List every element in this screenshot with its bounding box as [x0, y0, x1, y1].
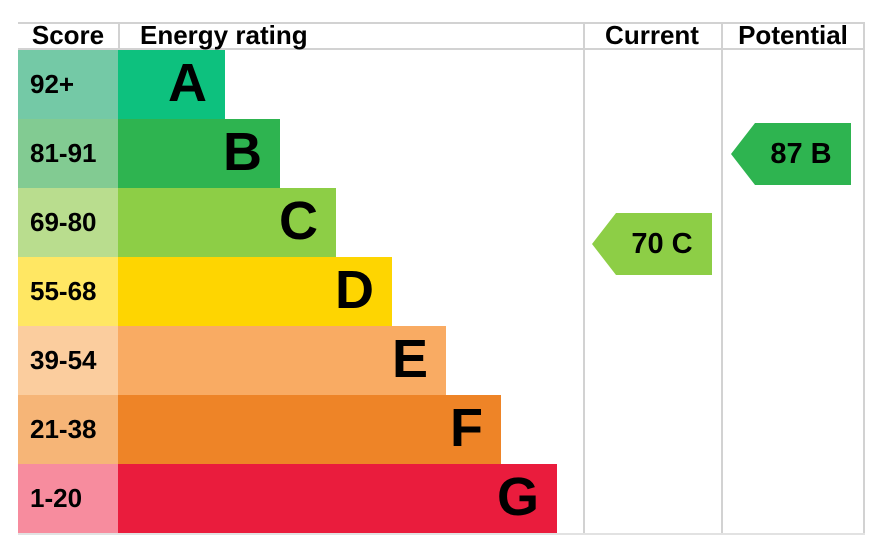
band-row-d: 55-68 D	[18, 257, 865, 326]
band-row-e: 39-54 E	[18, 326, 865, 395]
column-divider-current	[583, 22, 585, 533]
band-bar-d: D	[118, 257, 392, 326]
band-bar-g: G	[118, 464, 557, 533]
current-rating-arrow: 70 C	[592, 213, 712, 275]
band-bar-e: E	[118, 326, 446, 395]
band-bar-b: B	[118, 119, 280, 188]
column-header-potential: Potential	[738, 20, 848, 50]
column-header-score: Score	[31, 20, 105, 50]
potential-rating-arrow: 87 B	[731, 123, 851, 185]
column-divider-potential	[721, 22, 723, 533]
score-range-c: 69-80	[18, 188, 118, 257]
score-range-b: 81-91	[18, 119, 118, 188]
band-row-b: 81-91 B	[18, 119, 865, 188]
chart-header-row: Score Energy rating Current Potential	[18, 22, 865, 50]
rating-bands: 92+ A 81-91 B 69-80 C 55-68 D 39-54 E 21-38 F 1-20 G	[18, 50, 865, 533]
score-range-e: 39-54	[18, 326, 118, 395]
column-header-energy-rating: Energy rating	[140, 20, 308, 50]
score-range-a: 92+	[18, 50, 118, 119]
score-range-f: 21-38	[18, 395, 118, 464]
chart-area: Score Energy rating Current Potential 92…	[18, 22, 865, 535]
column-header-current: Current	[605, 20, 699, 50]
band-row-g: 1-20 G	[18, 464, 865, 533]
band-bar-f: F	[118, 395, 501, 464]
band-bar-a: A	[118, 50, 225, 119]
chart-bottom-border	[18, 533, 865, 535]
band-bar-c: C	[118, 188, 336, 257]
band-row-c: 69-80 C	[18, 188, 865, 257]
score-range-g: 1-20	[18, 464, 118, 533]
band-row-a: 92+ A	[18, 50, 865, 119]
score-range-d: 55-68	[18, 257, 118, 326]
band-row-f: 21-38 F	[18, 395, 865, 464]
chart-right-border	[863, 22, 865, 533]
header-divider-score	[118, 22, 120, 50]
